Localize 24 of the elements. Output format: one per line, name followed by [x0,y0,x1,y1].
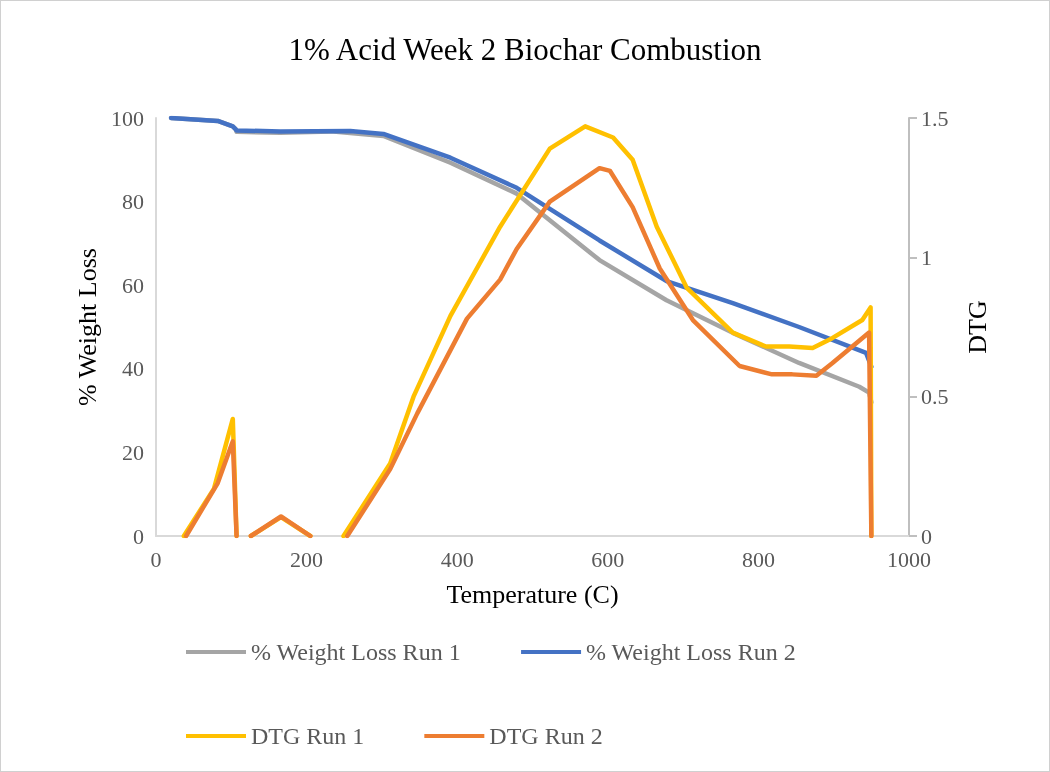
x-tick-label: 0 [150,546,162,572]
y-tick-label: 40 [122,356,144,382]
legend-label: % Weight Loss Run 2 [586,639,796,665]
chart-title: 1% Acid Week 2 Biochar Combustion [288,32,763,67]
x-axis-title: Temperature (C) [446,579,619,609]
x-tick-label: 200 [290,546,324,572]
y2-tick-label: 0.5 [921,384,949,410]
x-tick-label: 600 [591,546,625,572]
legend-label: DTG Run 1 [251,723,365,749]
y2-tick-label: 1.5 [921,105,949,131]
y2-tick-label: 1 [921,244,932,270]
y2-axis-title: DTG [962,300,992,354]
y-tick-label: 80 [122,189,144,215]
y-tick-label: 20 [122,439,144,465]
legend-label: % Weight Loss Run 1 [251,639,461,665]
x-tick-label: 400 [440,546,474,572]
x-tick-label: 800 [741,546,775,572]
y-axis-title: % Weight Loss [72,248,102,406]
y2-tick-label: 0 [921,523,932,549]
legend-label: DTG Run 2 [489,723,603,749]
y-tick-label: 60 [122,272,144,298]
y-tick-label: 100 [111,105,144,131]
x-tick-label: 1000 [887,546,931,572]
y-tick-label: 0 [133,523,144,549]
